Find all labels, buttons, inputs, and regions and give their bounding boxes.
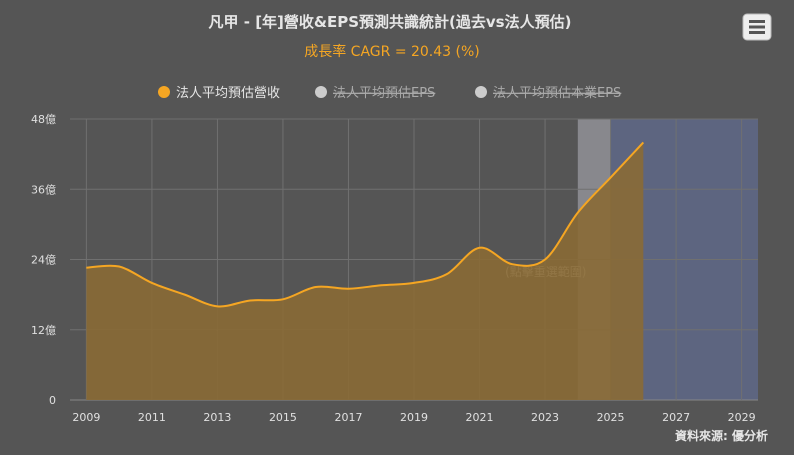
legend-marker — [158, 86, 170, 98]
x-tick-label: 2009 — [72, 411, 100, 424]
menu-button[interactable] — [742, 13, 772, 41]
revenue-point-2015[interactable] — [281, 297, 285, 301]
x-tick-label: 2025 — [597, 411, 625, 424]
legend-label: 法人平均預估營收 — [176, 86, 280, 101]
x-tick-label: 2019 — [400, 411, 428, 424]
chart-subtitle: 成長率 CAGR = 20.43 (%) — [304, 43, 480, 60]
y-tick-label: 12億 — [31, 324, 56, 337]
legend-item-1[interactable]: 法人平均預估營收 — [158, 86, 280, 101]
x-tick-label: 2027 — [662, 411, 690, 424]
revenue-point-2026[interactable] — [641, 140, 645, 144]
revenue-point-2009[interactable] — [84, 266, 88, 270]
chart-legend: 法人平均預估營收 法人平均預估EPS 法人平均預估本業EPS — [158, 85, 621, 101]
revenue-point-2023[interactable] — [543, 258, 547, 262]
x-tick-label: 2023 — [531, 411, 559, 424]
legend-label: 法人平均預估EPS — [333, 86, 435, 101]
revenue-point-2018[interactable] — [379, 283, 383, 287]
revenue-point-2024[interactable] — [576, 211, 580, 215]
legend-label: 法人平均預估本業EPS — [493, 85, 621, 101]
y-tick-label: 48億 — [31, 113, 56, 126]
y-tick-label: 24億 — [31, 254, 56, 267]
legend-item-3[interactable]: 法人平均預估本業EPS — [475, 85, 621, 101]
x-tick-label: 2021 — [466, 411, 494, 424]
revenue-point-2013[interactable] — [215, 304, 219, 308]
x-tick-label: 2015 — [269, 411, 297, 424]
y-tick-label: 0 — [49, 394, 56, 407]
revenue-point-2017[interactable] — [346, 287, 350, 291]
hamburger-menu-icon — [749, 20, 765, 34]
revenue-point-2016[interactable] — [314, 285, 318, 289]
revenue-point-2011[interactable] — [150, 281, 154, 285]
revenue-area — [86, 142, 644, 400]
revenue-line[interactable] — [86, 141, 645, 308]
revenue-point-2022[interactable] — [510, 262, 514, 266]
source-label: 資料來源: 優分析 — [675, 428, 768, 443]
axis-labels: 0 12億 24億 36億 48億 2009 2011 2013 2015 2017 2019 202… — [31, 113, 756, 424]
legend-marker — [475, 86, 487, 98]
x-tick-label: 2011 — [138, 411, 166, 424]
revenue-point-2019[interactable] — [412, 281, 416, 285]
revenue-point-2010[interactable] — [117, 265, 121, 269]
revenue-point-2020[interactable] — [445, 272, 449, 276]
y-tick-label: 36億 — [31, 183, 56, 196]
x-tick-label: 2013 — [203, 411, 231, 424]
legend-marker — [315, 86, 327, 98]
revenue-point-2021[interactable] — [478, 246, 482, 250]
legend-item-2[interactable]: 法人平均預估EPS — [315, 86, 435, 101]
revenue-point-2014[interactable] — [248, 298, 252, 302]
x-tick-label: 2029 — [728, 411, 756, 424]
series-layer — [84, 140, 645, 400]
x-tick-label: 2017 — [334, 411, 362, 424]
revenue-point-2025[interactable] — [609, 176, 613, 180]
revenue-point-2012[interactable] — [183, 293, 187, 297]
chart-title: 凡甲 - [年]營收&EPS預測共識統計(過去vs法人預估) — [209, 13, 572, 31]
